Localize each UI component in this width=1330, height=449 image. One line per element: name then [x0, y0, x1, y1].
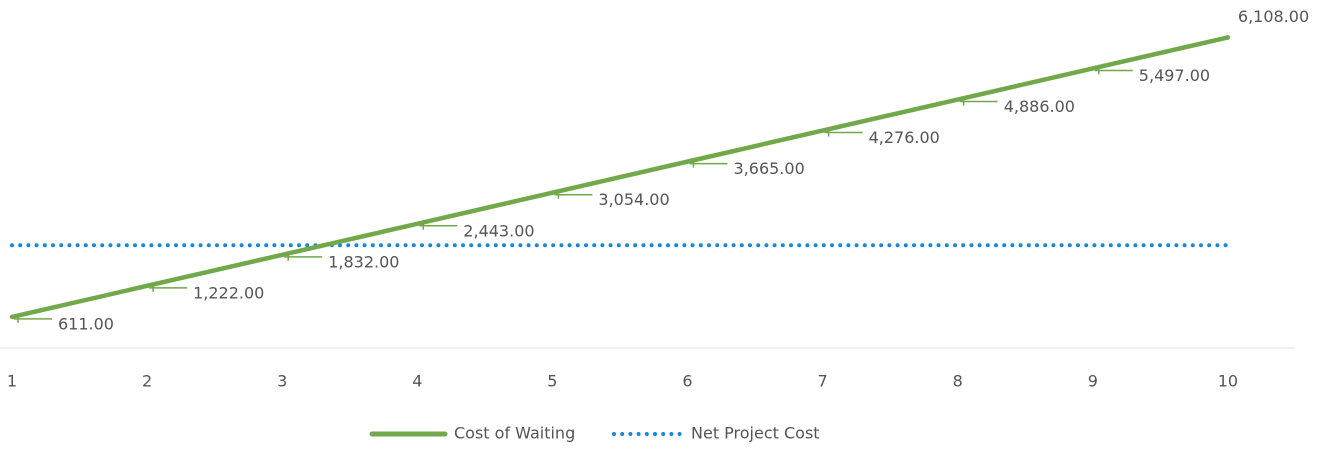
legend-label: Cost of Waiting: [454, 424, 575, 443]
data-label: 6,108.00: [1238, 7, 1309, 26]
data-label: 5,497.00: [1139, 66, 1210, 85]
x-tick-label: 9: [1088, 372, 1098, 391]
data-label: 1,222.00: [193, 283, 264, 302]
x-tick-label: 10: [1218, 372, 1238, 391]
data-label: 3,054.00: [598, 190, 669, 209]
x-tick-label: 1: [7, 372, 17, 391]
data-label: 4,886.00: [1004, 97, 1075, 116]
data-label: 3,665.00: [734, 159, 805, 178]
series-line: [9, 35, 1231, 320]
x-tick-label: 5: [547, 372, 557, 391]
x-tick-label: 6: [682, 372, 692, 391]
x-tick-label: 2: [142, 372, 152, 391]
data-label: 4,276.00: [869, 128, 940, 147]
legend-label: Net Project Cost: [691, 424, 820, 443]
data-label: 2,443.00: [463, 221, 534, 240]
data-label: 1,832.00: [328, 252, 399, 271]
x-tick-label: 4: [412, 372, 422, 391]
x-tick-label: 7: [818, 372, 828, 391]
x-tick-label: 8: [953, 372, 963, 391]
data-label: 611.00: [58, 314, 114, 333]
x-tick-label: 3: [277, 372, 287, 391]
